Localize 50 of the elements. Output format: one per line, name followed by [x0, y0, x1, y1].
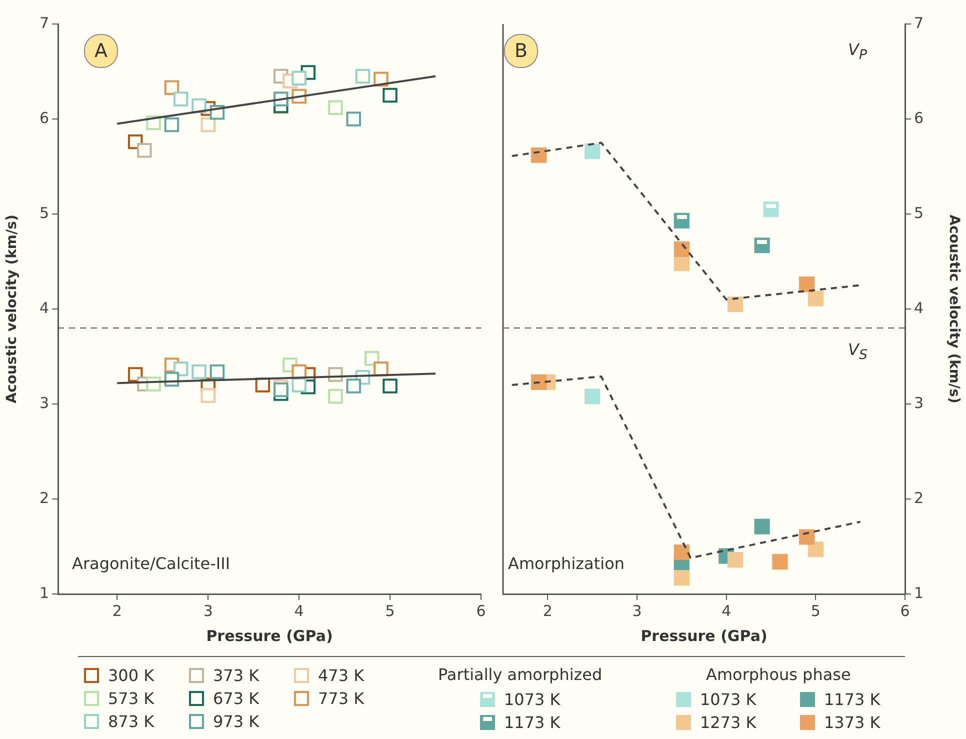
y2-tick-label: 6 — [914, 108, 924, 127]
x-axis-title: Pressure (GPa) — [640, 626, 768, 645]
x-tick-label: 4 — [294, 602, 304, 620]
annotation: A — [84, 34, 118, 68]
y-tick-label: 4 — [39, 298, 49, 317]
annotation: V$_{P}$ — [848, 40, 867, 64]
legend-label: 1073 K — [699, 690, 756, 709]
y-tick-label: 2 — [39, 488, 49, 507]
y-tick-label: 1 — [39, 584, 49, 602]
x-tick-label: 5 — [810, 602, 820, 620]
y-tick-label: 3 — [39, 394, 49, 412]
x-tick-label: 2 — [112, 602, 122, 620]
legend-label: 1173 K — [823, 690, 880, 709]
y2-tick-label: 1 — [914, 584, 924, 602]
x-tick-label: 3 — [632, 602, 642, 620]
y-tick-label: 5 — [39, 204, 49, 222]
legend-label: 1273 K — [699, 713, 756, 732]
y2-tick-label: 4 — [914, 298, 924, 317]
x-tick-label: 5 — [385, 602, 395, 620]
annotation: V$_{S}$ — [848, 340, 868, 364]
legend-label: 1173 K — [503, 713, 560, 732]
y-tick-label: 6 — [39, 108, 49, 127]
y2-tick-label: 2 — [914, 488, 924, 507]
legend-label: 473 K — [317, 666, 364, 685]
annotation: B — [504, 34, 538, 68]
y2-tick-label: 3 — [914, 394, 924, 412]
x-tick-label: 4 — [722, 602, 732, 620]
x-tick-label: 3 — [203, 602, 213, 620]
legend-label: 973 K — [212, 712, 260, 731]
y-axis-title: Acoustic velocity (km/s) — [4, 214, 20, 404]
annotation: Aragonite/Calcite-III — [72, 554, 230, 573]
x-tick-label: 6 — [476, 602, 486, 620]
legend-label: 1373 K — [823, 713, 880, 732]
legend-label: 1073 K — [503, 690, 560, 709]
text: Amorphous phase — [706, 665, 851, 684]
y-tick-label: 7 — [39, 14, 49, 32]
legend-label: 300 K — [107, 666, 154, 685]
legend-label: 773 K — [317, 689, 364, 708]
x-tick-label: 6 — [900, 602, 910, 620]
annotation: Amorphization — [508, 554, 624, 573]
y2-tick-label: 5 — [914, 204, 924, 222]
legend-label: 373 K — [212, 666, 260, 685]
legend-label: 573 K — [107, 689, 154, 708]
y2-axis-title: Acoustic velocity (km/s) — [946, 214, 962, 404]
y2-tick-label: 7 — [914, 14, 924, 32]
x-tick-label: 2 — [542, 602, 552, 620]
text: Partially amorphized — [438, 665, 602, 684]
x-axis-title: Pressure (GPa) — [206, 626, 333, 645]
legend-label: 873 K — [107, 712, 154, 731]
legend-label: 673 K — [212, 689, 260, 708]
